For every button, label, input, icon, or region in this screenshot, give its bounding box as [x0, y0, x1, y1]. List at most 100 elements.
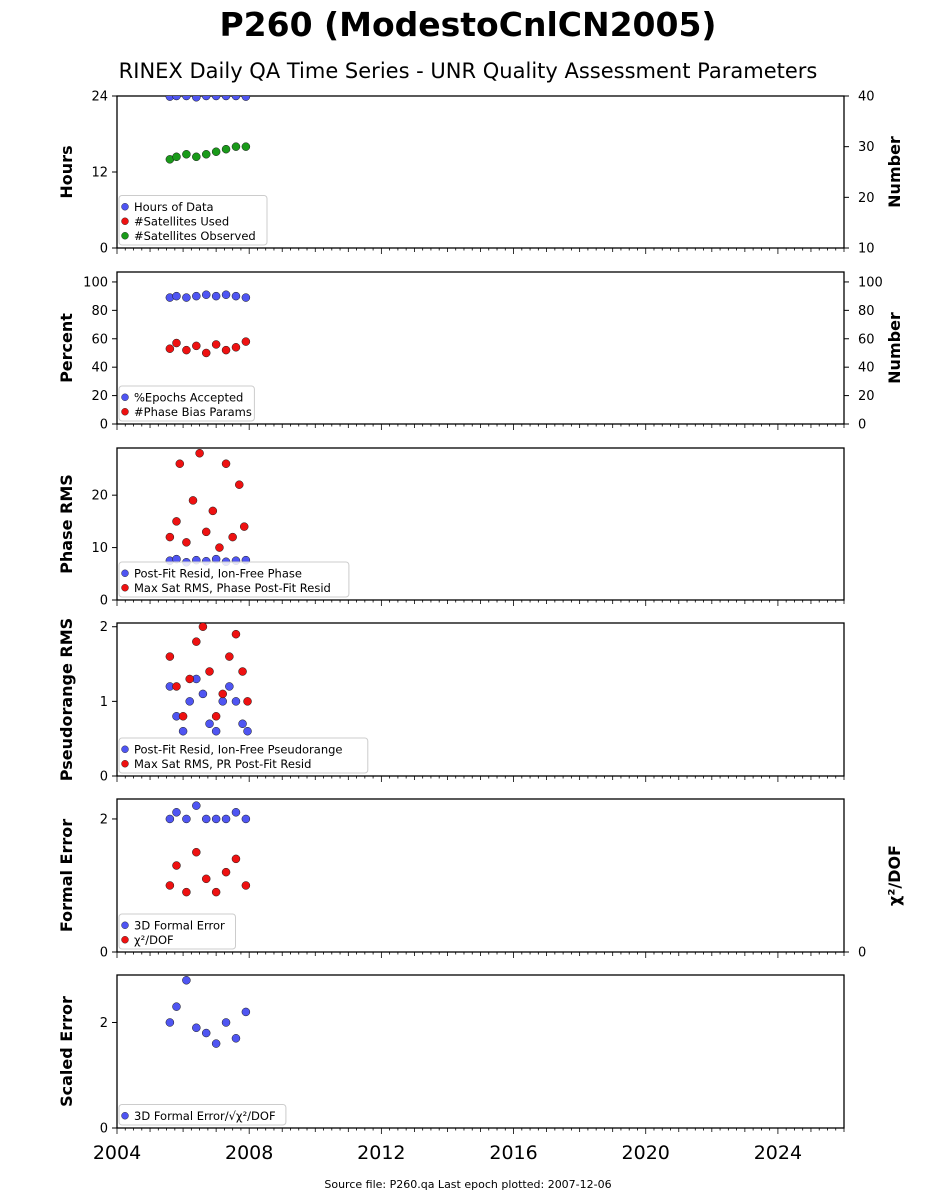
legend-label: χ²/DOF: [134, 933, 174, 947]
legend-marker: [121, 232, 129, 240]
legend-label: 3D Formal Error: [134, 918, 225, 932]
data-point: [188, 496, 198, 505]
data-point: [201, 814, 211, 824]
data-point: [241, 293, 251, 302]
data-point: [211, 1039, 221, 1048]
data-point: [172, 861, 181, 870]
y-right-tick-label: 100: [858, 275, 883, 290]
data-point: [172, 96, 181, 101]
data-point: [172, 338, 181, 348]
points-group: [165, 976, 251, 1048]
data-point: [238, 719, 247, 729]
data-point: [241, 337, 251, 346]
legend-box: [118, 385, 255, 422]
x-tick-label: 2004: [93, 1142, 141, 1164]
data-point: [165, 814, 175, 824]
data-point: [231, 291, 241, 301]
y-axis-label: Scaled Error: [57, 996, 76, 1107]
y-tick-label: 2: [100, 1016, 108, 1031]
data-point: [211, 814, 221, 824]
data-point: [215, 543, 224, 552]
data-point: [172, 291, 181, 301]
y-right-tick-label: 80: [858, 304, 875, 319]
data-point: [211, 147, 221, 156]
y-tick-label: 20: [91, 389, 108, 404]
legend-marker: [121, 203, 129, 211]
y-tick-label: 0: [100, 1122, 108, 1137]
legend-marker: [121, 408, 129, 416]
data-point: [182, 345, 191, 355]
data-point: [211, 340, 221, 349]
legend-box: [118, 913, 236, 950]
data-point: [243, 726, 252, 736]
legend-label: #Phase Bias Params: [134, 405, 252, 419]
data-point: [175, 459, 185, 468]
y-tick-label: 0: [100, 946, 108, 961]
data-point: [221, 814, 231, 824]
y-tick-label: 100: [83, 275, 108, 290]
data-point: [165, 1018, 175, 1027]
y-tick-label: 10: [91, 541, 108, 556]
data-point: [201, 348, 211, 358]
data-point: [182, 887, 191, 897]
data-point: [201, 96, 211, 101]
panel-percent: 0 20 40 60 80 100 0 20 40 60 80 100 Percent Number %Ep…: [57, 271, 904, 433]
data-point: [241, 881, 251, 890]
data-point: [211, 291, 221, 301]
data-point: [235, 480, 244, 489]
legend-label: #Satellites Observed: [134, 229, 256, 243]
legend-label: Max Sat RMS, Phase Post-Fit Resid: [134, 581, 331, 595]
data-point: [231, 96, 241, 101]
y-right-tick-label: 10: [858, 242, 875, 257]
legend-marker: [121, 921, 129, 929]
data-point: [172, 517, 181, 526]
data-point: [221, 290, 231, 299]
data-point: [218, 689, 227, 699]
data-point: [165, 532, 175, 542]
points-group: [165, 96, 251, 164]
y-tick-label: 20: [91, 489, 108, 504]
chart-title: P260 (ModestoCnlCN2005): [219, 5, 716, 44]
x-tick-label: 2016: [489, 1142, 537, 1164]
y-right-tick-label: 20: [858, 191, 875, 206]
data-point: [218, 697, 227, 706]
data-point: [241, 1007, 251, 1017]
data-point: [221, 96, 231, 101]
y-axis-label: Hours: [57, 145, 76, 198]
y-tick-label: 24: [91, 90, 108, 105]
data-point: [201, 527, 211, 537]
y-axis-label: Phase RMS: [57, 474, 76, 574]
data-point: [241, 96, 251, 101]
data-point: [225, 652, 234, 661]
y-tick-label: 60: [91, 332, 108, 347]
data-point: [192, 801, 201, 810]
data-point: [192, 291, 201, 301]
legend-box: [118, 561, 350, 598]
y-tick-label: 12: [91, 166, 108, 181]
data-point: [172, 808, 181, 817]
legend-box: [118, 737, 369, 774]
data-point: [211, 887, 221, 897]
y-tick-label: 0: [100, 770, 108, 785]
data-point: [225, 682, 234, 691]
panel-scaled: 0 2 Scaled Error 3D Formal Error/√χ²/DOF: [57, 974, 845, 1137]
data-point: [221, 1018, 231, 1027]
panel-pseudorange: 0 1 2 Pseudorange RMS Post-Fit Resid, Ion-Fr…: [57, 618, 845, 785]
legend-marker: [121, 936, 129, 944]
data-point: [198, 623, 208, 631]
data-point: [185, 674, 194, 684]
legend-marker: [121, 217, 129, 225]
chart-subtitle: RINEX Daily QA Time Series - UNR Quality…: [119, 59, 818, 83]
data-point: [231, 629, 241, 639]
data-point: [178, 712, 188, 721]
data-point: [231, 697, 241, 706]
data-point: [192, 847, 201, 857]
points-group: [165, 448, 251, 567]
data-point: [201, 874, 211, 884]
y-tick-label: 40: [91, 361, 108, 376]
data-point: [182, 976, 191, 985]
